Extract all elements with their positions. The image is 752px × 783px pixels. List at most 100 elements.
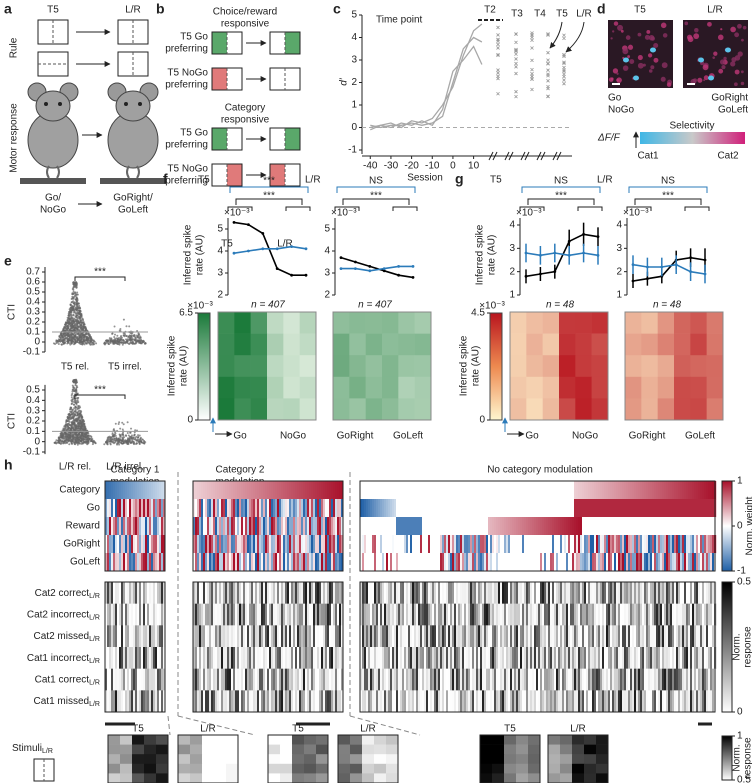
weight-cell (295, 499, 298, 518)
point (275, 267, 279, 270)
weight-cell (704, 553, 707, 572)
heatmap-cell (299, 355, 317, 378)
weight-cell (674, 499, 677, 518)
cell-point (68, 338, 71, 341)
weight-cell (243, 553, 246, 572)
weight-cell (494, 553, 497, 572)
y-tick-label: 0.4 (26, 395, 40, 406)
y-axis-label: Inferred spike (183, 224, 194, 285)
row-label-text: Cat1 correct (35, 674, 90, 685)
weight-cell (548, 517, 551, 536)
cell (617, 24, 624, 31)
weight-cell (538, 481, 541, 500)
weight-cell (301, 553, 304, 572)
weight-cell (390, 499, 393, 518)
weight-cell (107, 481, 110, 500)
weight-cell (396, 481, 399, 500)
weight-cell (307, 517, 310, 536)
cell-point (82, 324, 85, 327)
weight-cell (474, 481, 477, 500)
response-cell (211, 647, 214, 669)
panel-label: g (455, 171, 464, 187)
cell-point (76, 317, 79, 320)
weight-cell (119, 553, 122, 572)
weight-cell (696, 553, 699, 572)
weight-cell (498, 481, 501, 500)
weight-cell (690, 481, 693, 500)
weight-cell (712, 517, 715, 536)
response-cell (125, 668, 128, 691)
weight-cell (562, 499, 565, 518)
weight-cell (311, 481, 314, 500)
weight-cell (648, 535, 651, 554)
weight-cell (309, 553, 312, 572)
heatmap-cell (575, 398, 592, 421)
weight-cell (580, 499, 583, 518)
weight-cell (556, 517, 559, 536)
weight-cell (562, 517, 565, 536)
weight-cell (149, 553, 152, 572)
response-cell (219, 603, 222, 626)
weight-cell (263, 553, 266, 572)
cell (637, 32, 642, 37)
response-cell (321, 647, 324, 669)
response-cell (193, 668, 196, 691)
weight-cell (658, 535, 661, 554)
weight-cell (636, 481, 639, 500)
response-cell (155, 625, 158, 648)
weight-cell (494, 535, 497, 554)
weight-cell (215, 499, 218, 518)
response-cell (237, 668, 240, 691)
weight-cell (626, 499, 629, 518)
weight-cell (261, 517, 264, 536)
heatmap-cell (542, 398, 560, 421)
y-axis-label: d′ (339, 77, 350, 86)
weight-cell (530, 481, 533, 500)
weight-cell (464, 481, 467, 500)
heatmap-cell (218, 333, 235, 356)
cell-point (76, 314, 79, 317)
weight-cell (500, 499, 503, 518)
weight-cell (153, 553, 156, 572)
weight-cell (303, 535, 306, 554)
weight-cell (522, 517, 525, 536)
row-label-sub: L/R (89, 679, 100, 686)
point (703, 258, 707, 262)
weight-cell (626, 535, 629, 554)
weight-cell (504, 517, 507, 536)
response-cell (323, 690, 326, 713)
weight-cell (155, 517, 158, 536)
weight-cell (412, 517, 415, 536)
cell-point (134, 336, 137, 339)
weight-cell (656, 535, 659, 554)
point (411, 276, 415, 279)
cell-point (83, 325, 86, 328)
heatmap-cell (674, 376, 691, 399)
time-point: L/R (576, 9, 592, 20)
response-cell (257, 603, 260, 626)
weight-cell (670, 553, 673, 572)
response-cell (227, 625, 230, 648)
weight-cell (227, 517, 230, 536)
response-cell (261, 625, 264, 648)
heatmap-cell (398, 333, 415, 356)
weight-cell (476, 535, 479, 554)
row-label: Category (59, 485, 100, 496)
weight-cell (464, 517, 467, 536)
weight-cell (698, 481, 701, 500)
response-cell (209, 647, 212, 669)
weight-cell (448, 499, 451, 518)
weight-cell (702, 499, 705, 518)
x-tick-label: NoGo (280, 431, 307, 442)
bracket (229, 186, 309, 193)
weight-cell (602, 517, 605, 536)
weight-cell (205, 517, 208, 536)
weight-cell (303, 517, 306, 536)
weight-cell (428, 517, 431, 536)
response-cell (329, 625, 332, 648)
weight-cell (684, 535, 687, 554)
weight-cell (458, 499, 461, 518)
cell (662, 33, 668, 38)
point (689, 270, 692, 274)
response-cell (273, 647, 276, 669)
